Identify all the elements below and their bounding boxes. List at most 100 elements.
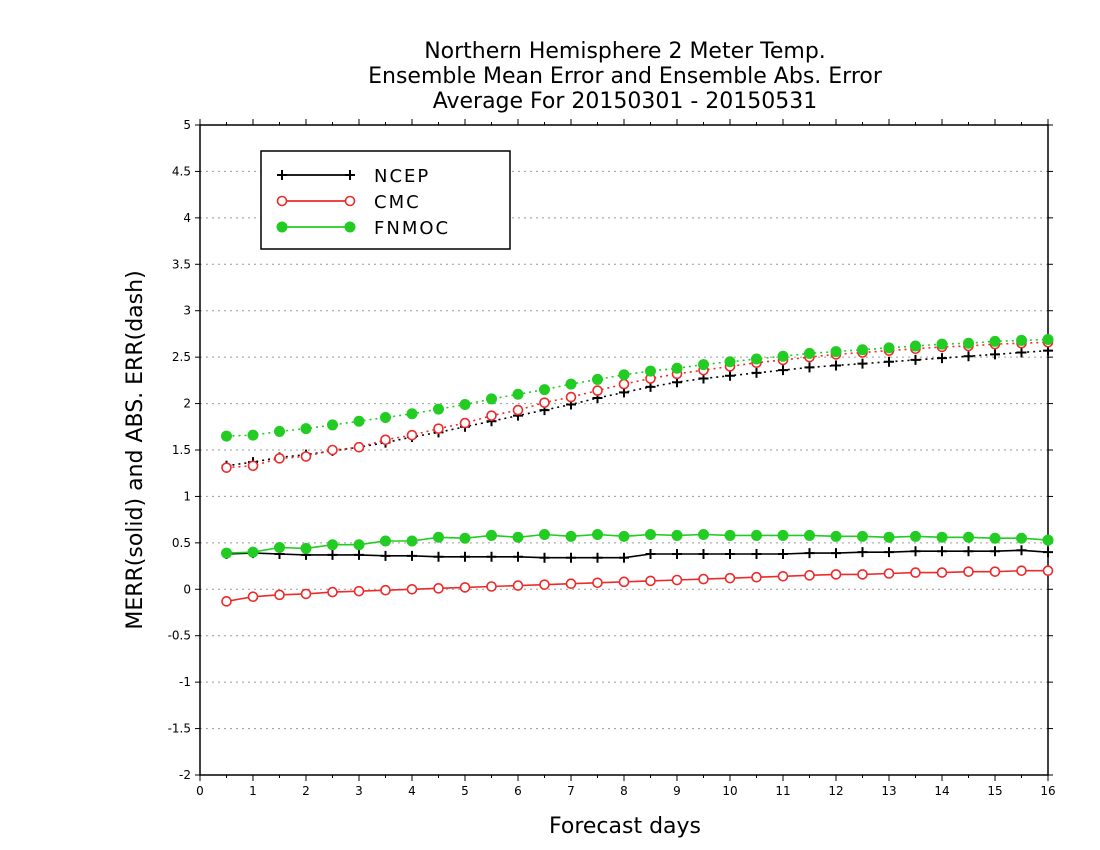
mean-error-point	[592, 552, 603, 563]
mean-error-point	[247, 546, 259, 558]
mean-error-point	[327, 586, 338, 598]
abs-error-point	[804, 362, 815, 373]
legend-marker	[277, 170, 287, 180]
y-tick-label: -1	[179, 675, 191, 689]
series-fnmoc	[221, 334, 1054, 559]
legend-box	[260, 150, 511, 250]
x-tick-label: 3	[355, 784, 363, 798]
x-tick-label: 14	[934, 784, 949, 798]
y-tick-label: -1.5	[168, 722, 191, 736]
mean-error-point	[936, 567, 948, 578]
x-tick-label: 5	[461, 784, 469, 798]
mean-error-point	[460, 551, 470, 562]
mean-error-point	[592, 577, 603, 589]
legend-label: CMC	[374, 192, 421, 213]
mean-error-point	[353, 585, 365, 597]
mean-error-point	[910, 567, 921, 578]
mean-error-point	[327, 539, 338, 551]
mean-error-point	[380, 535, 391, 547]
x-tick-label: 6	[514, 784, 522, 798]
title-line-2: Ensemble Mean Error and Ensemble Abs. Er…	[368, 64, 883, 89]
x-tick-label: 4	[408, 784, 416, 798]
y-tick-label: 4.5	[172, 164, 191, 178]
y-tick-label: 2	[183, 397, 191, 411]
legend-marker	[344, 195, 356, 207]
abs-error-point	[725, 370, 735, 381]
abs-error-point	[937, 353, 947, 364]
y-tick-label: -0.5	[168, 629, 191, 643]
chart-title: Northern Hemisphere 2 Meter Temp. Ensemb…	[368, 39, 883, 114]
mean-error-point	[751, 571, 762, 583]
abs-error-point	[618, 378, 630, 390]
mean-error-point	[804, 570, 815, 581]
x-tick-label: 1	[249, 784, 257, 798]
mean-error-point	[989, 532, 1001, 544]
mean-error-point	[539, 579, 550, 590]
abs-error-point	[618, 369, 630, 381]
mean-error-point	[618, 576, 630, 588]
abs-error-point	[247, 460, 259, 472]
x-tick-label: 13	[881, 784, 896, 798]
mean-error-point	[751, 549, 762, 559]
mean-error-point	[645, 529, 656, 540]
x-tick-label: 7	[567, 784, 575, 798]
abs-error-point	[327, 444, 338, 456]
mean-error-point	[1043, 547, 1053, 558]
legend-marker	[276, 195, 288, 207]
abs-error-point	[910, 340, 921, 352]
y-tick-label: 5	[183, 118, 191, 132]
mean-error-point	[883, 531, 895, 543]
abs-error-point	[777, 350, 789, 362]
abs-error-point	[1016, 334, 1027, 346]
abs-error-point	[963, 351, 974, 362]
abs-error-point	[1016, 347, 1027, 358]
abs-error-point	[645, 365, 656, 377]
mean-error-point	[778, 549, 788, 559]
abs-error-point	[406, 408, 418, 420]
x-tick-label: 12	[828, 784, 843, 798]
abs-error-point	[671, 362, 683, 374]
x-axis-label: Forecast days	[549, 814, 701, 839]
mean-error-point	[725, 549, 735, 559]
x-tick-label: 10	[722, 784, 737, 798]
y-tick-label: 0.5	[172, 536, 191, 550]
mean-error-point	[300, 542, 312, 554]
abs-error-point	[539, 397, 550, 408]
y-axis-ticks: 5 4.5 4 3.5 3 2.5 2 1.5 1 0.5 0 -0.5 -1 -1.5 -2	[168, 118, 1053, 782]
mean-error-point	[406, 583, 418, 595]
mean-error-point	[512, 531, 524, 543]
abs-error-point	[698, 359, 709, 371]
mean-error-point	[380, 584, 391, 596]
mean-error-point	[963, 531, 974, 543]
abs-error-point	[592, 373, 603, 385]
abs-error-point	[857, 344, 868, 356]
mean-error-point	[407, 550, 417, 561]
mean-error-point	[619, 552, 629, 563]
mean-error-point	[857, 569, 868, 580]
legend-marker	[345, 170, 355, 180]
abs-error-point	[830, 346, 842, 358]
abs-error-point	[990, 349, 1000, 360]
mean-error-point	[380, 550, 391, 561]
mean-error-point	[645, 549, 656, 559]
abs-error-point	[433, 423, 444, 434]
abs-error-point	[910, 354, 921, 365]
abs-error-point	[486, 410, 497, 421]
abs-error-point	[539, 384, 550, 396]
mean-error-point	[671, 529, 683, 541]
y-axis-label: MERR(solid) and ABS. ERR(dash)	[123, 270, 148, 629]
mean-error-point	[486, 581, 497, 592]
mean-error-point	[910, 546, 921, 557]
y-tick-label: -2	[179, 768, 191, 782]
mean-error-point	[274, 542, 285, 553]
x-tick-label: 16	[1040, 784, 1055, 798]
abs-error-point	[884, 356, 894, 367]
abs-error-point	[221, 462, 232, 473]
mean-error-point	[433, 551, 444, 562]
abs-error-point	[274, 453, 285, 464]
abs-error-line-fnmoc	[226, 338, 1049, 437]
abs-error-point	[486, 393, 497, 405]
legend: NCEP CMC FNMOC	[260, 150, 511, 250]
mean-error-point	[513, 551, 523, 562]
